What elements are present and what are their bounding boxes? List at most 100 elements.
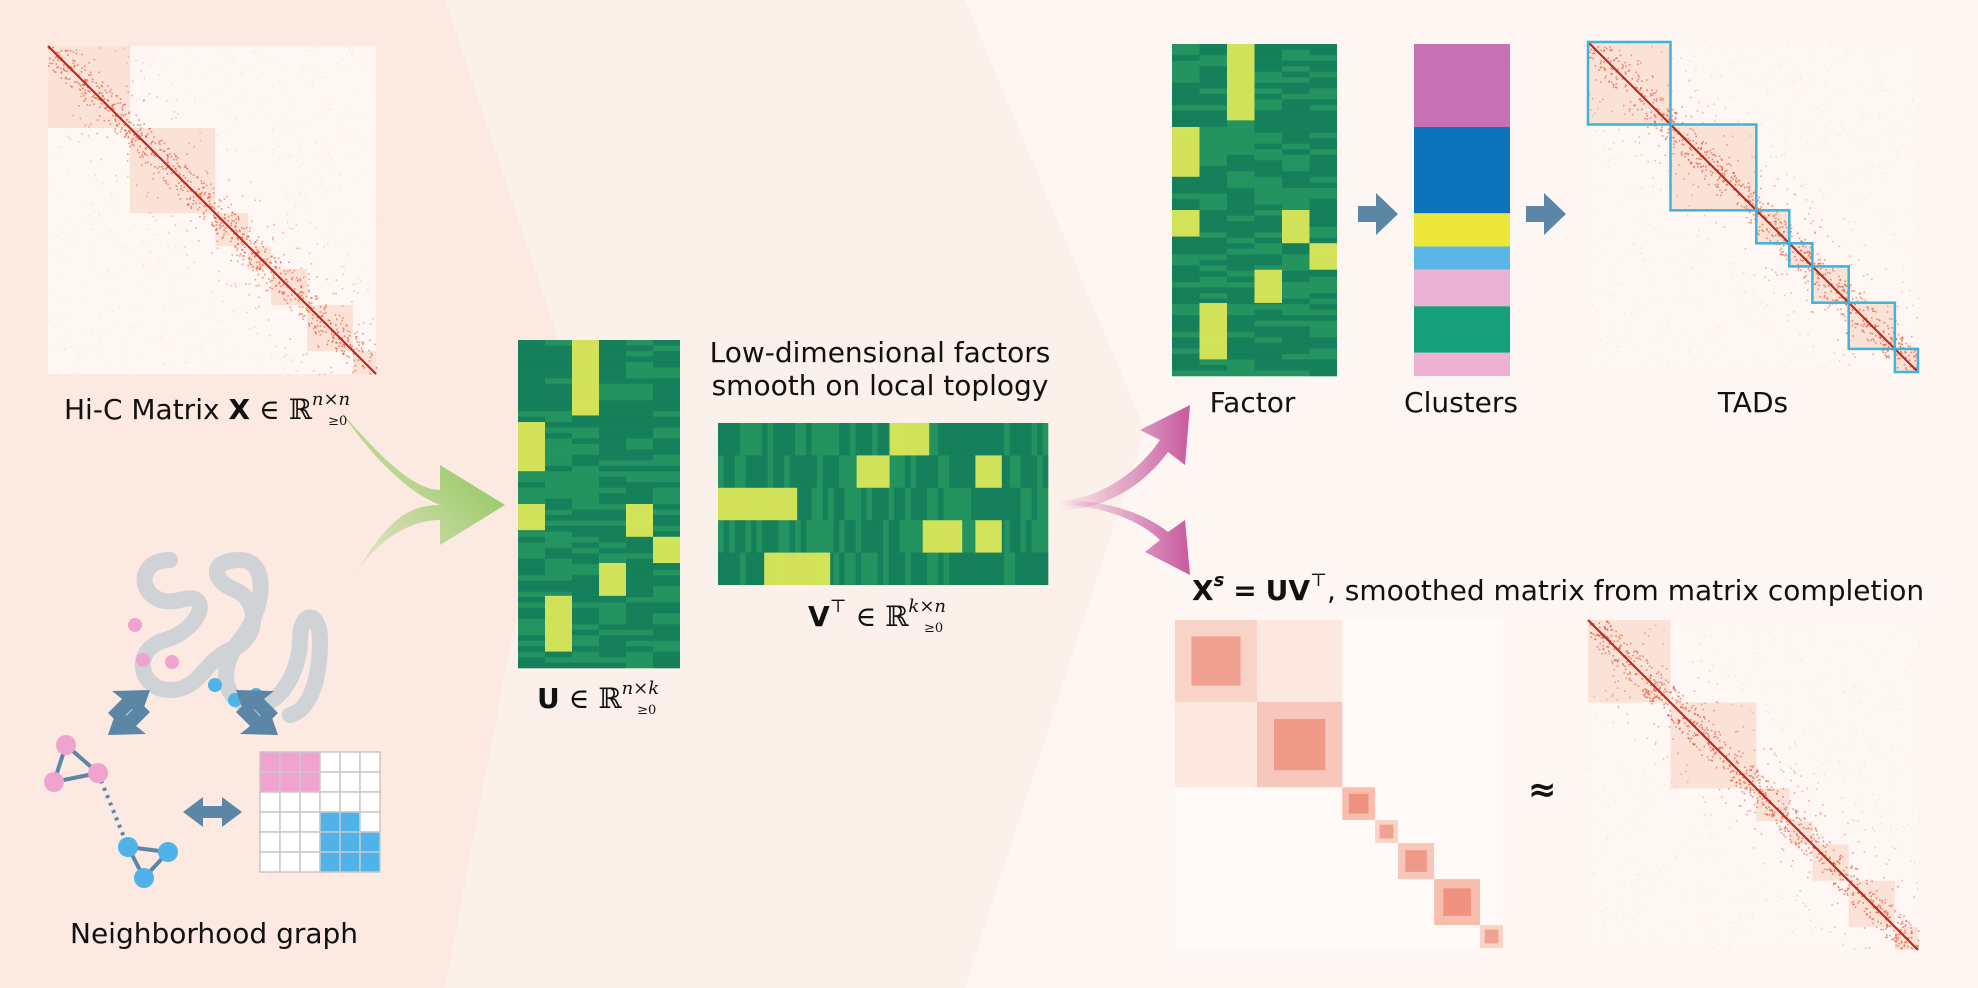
factor-cell [855, 552, 862, 585]
heatmap-pixel [115, 124, 118, 126]
heatmap-pixel [1807, 876, 1809, 879]
heatmap-pixel [160, 320, 163, 322]
heatmap-pixel [1706, 945, 1709, 947]
heatmap-pixel [1799, 259, 1802, 262]
factor-cell [653, 564, 680, 571]
heatmap-pixel [1888, 333, 1890, 335]
heatmap-pixel [306, 353, 308, 355]
heatmap-pixel [1638, 908, 1641, 910]
heatmap-pixel [1794, 255, 1796, 258]
heatmap-pixel [1633, 660, 1636, 662]
heatmap-pixel [1908, 289, 1911, 292]
heatmap-pixel [364, 242, 366, 245]
factor-cell [1172, 49, 1200, 56]
heatmap-pixel [1764, 704, 1767, 707]
factor-cell [545, 443, 572, 450]
factor-cell [1199, 176, 1227, 183]
heatmap-pixel [1619, 637, 1621, 640]
tad-box [1847, 301, 1897, 351]
heatmap-pixel [267, 319, 270, 321]
heatmap-pixel [1592, 872, 1595, 875]
heatmap-pixel [1810, 828, 1813, 830]
heatmap-pixel [1872, 166, 1874, 168]
heatmap-pixel [1629, 657, 1632, 660]
heatmap-pixel [85, 80, 88, 83]
heatmap-pixel [1679, 727, 1681, 730]
factor-cell [518, 662, 545, 669]
heatmap-pixel [1700, 723, 1702, 726]
heatmap-pixel [1846, 54, 1849, 57]
heatmap-pixel [1793, 770, 1795, 773]
heatmap-pixel [286, 213, 289, 216]
heatmap-pixel [1637, 78, 1640, 81]
heatmap-pixel [195, 191, 198, 193]
heatmap-pixel [1907, 823, 1909, 826]
heatmap-pixel [1735, 785, 1738, 787]
heatmap-pixel [162, 68, 164, 71]
heatmap-pixel [1851, 852, 1854, 854]
heatmap-pixel [1771, 268, 1773, 271]
heatmap-pixel [93, 94, 95, 97]
heatmap-pixel [205, 316, 208, 319]
heatmap-pixel [273, 223, 275, 226]
heatmap-pixel [1617, 659, 1620, 661]
heatmap-pixel [357, 277, 359, 280]
heatmap-pixel [352, 49, 354, 52]
heatmap-pixel [341, 305, 344, 307]
heatmap-pixel [1902, 337, 1904, 340]
heatmap-pixel [1797, 842, 1800, 845]
heatmap-pixel [183, 186, 186, 189]
heatmap-pixel [1713, 71, 1716, 74]
heatmap-pixel [138, 119, 140, 121]
heatmap-pixel [327, 340, 330, 342]
heatmap-pixel [1768, 789, 1771, 791]
heatmap-pixel [1615, 635, 1617, 638]
heatmap-pixel [352, 140, 355, 142]
factor-cell [626, 449, 653, 456]
heatmap-pixel [280, 291, 283, 293]
heatmap-pixel [1819, 226, 1821, 228]
heatmap-pixel [1839, 878, 1842, 881]
heatmap-pixel [325, 305, 327, 308]
heatmap-pixel [314, 295, 317, 298]
heatmap-pixel [1729, 765, 1731, 768]
heatmap-pixel [1880, 922, 1882, 925]
heatmap-pixel [1690, 161, 1692, 163]
heatmap-pixel [1600, 60, 1602, 63]
heatmap-pixel [93, 333, 95, 336]
factor-cell [1254, 115, 1282, 122]
smoothed-block [1434, 879, 1481, 926]
heatmap-pixel [1845, 297, 1848, 299]
factor-cell [1254, 165, 1282, 172]
heatmap-pixel [110, 88, 113, 91]
heatmap-pixel [1847, 894, 1849, 897]
heatmap-pixel [1734, 179, 1737, 182]
heatmap-pixel [1839, 888, 1842, 891]
heatmap-pixel [1591, 97, 1594, 100]
factor-highlight [518, 422, 545, 472]
heatmap-pixel [1768, 626, 1771, 629]
heatmap-pixel [1780, 768, 1783, 771]
heatmap-pixel [343, 66, 346, 69]
factor-cell [1015, 520, 1021, 553]
factor-cell [518, 372, 545, 379]
heatmap-pixel [1648, 628, 1651, 630]
heatmap-pixel [283, 347, 286, 349]
heatmap-pixel [1754, 645, 1757, 648]
heatmap-pixel [56, 66, 58, 69]
heatmap-pixel [1706, 727, 1708, 729]
heatmap-pixel [1788, 802, 1791, 805]
heatmap-pixel [1852, 891, 1855, 894]
heatmap-pixel [299, 312, 302, 315]
heatmap-pixel [1775, 754, 1778, 757]
heatmap-pixel [1804, 238, 1807, 241]
heatmap-pixel [1832, 849, 1835, 852]
heatmap-pixel [178, 182, 180, 185]
heatmap-pixel [1686, 134, 1689, 136]
heatmap-pixel [198, 206, 201, 209]
heatmap-pixel [1668, 726, 1671, 728]
heatmap-pixel [1863, 910, 1866, 913]
heatmap-pixel [61, 272, 64, 275]
heatmap-pixel [1611, 662, 1614, 665]
heatmap-pixel [1793, 741, 1796, 744]
